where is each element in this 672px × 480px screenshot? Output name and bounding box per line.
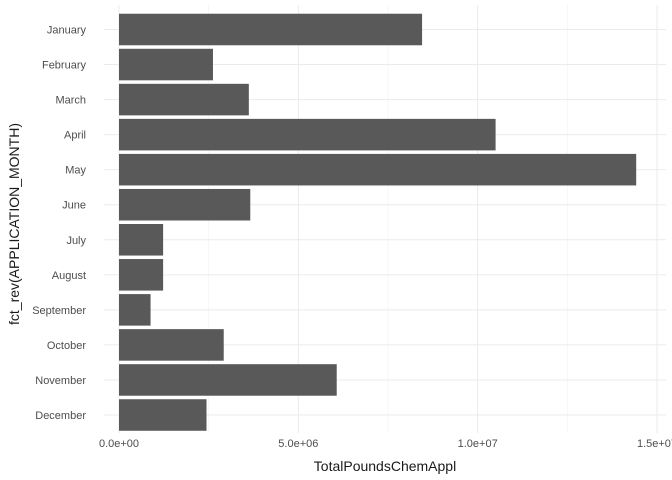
y-tick-label: September [32,305,86,317]
bar-may [119,153,637,186]
y-tick-label: March [55,95,86,107]
bars [119,13,637,431]
y-tick-labels: January February March April May June July Augu… [32,25,86,423]
x-tick-label: 1.0e+07 [458,438,498,450]
y-tick-label: December [35,410,86,422]
bar-april [119,118,496,151]
y-tick-label: February [42,60,87,72]
bar-december [119,399,207,431]
y-tick-label: August [52,270,86,282]
bar-june [119,188,251,221]
x-tick-label: 0.0e+00 [99,438,139,450]
bar-february [119,48,213,81]
y-tick-label: July [66,235,86,247]
bar-november [119,364,337,396]
bar-august [119,259,164,291]
bar-january [119,13,423,46]
y-tick-label: April [64,130,86,142]
y-tick-label: January [47,25,87,37]
bar-july [119,224,164,256]
bar-october [119,329,224,361]
bar-march [119,83,249,116]
y-tick-label: November [35,375,86,387]
x-axis-title: TotalPoundsChemAppl [314,458,456,474]
x-tick-label: 1.5e+07 [637,438,672,450]
x-tick-label: 5.0e+06 [278,438,318,450]
bar-september [119,294,151,326]
y-tick-label: October [47,340,86,352]
y-tick-label: June [62,200,86,212]
x-tick-labels: 0.0e+00 5.0e+06 1.0e+07 1.5e+07 [99,438,672,450]
y-tick-label: May [65,165,86,177]
y-axis-title: fct_rev(APPLICATION_MONTH) [6,123,22,325]
